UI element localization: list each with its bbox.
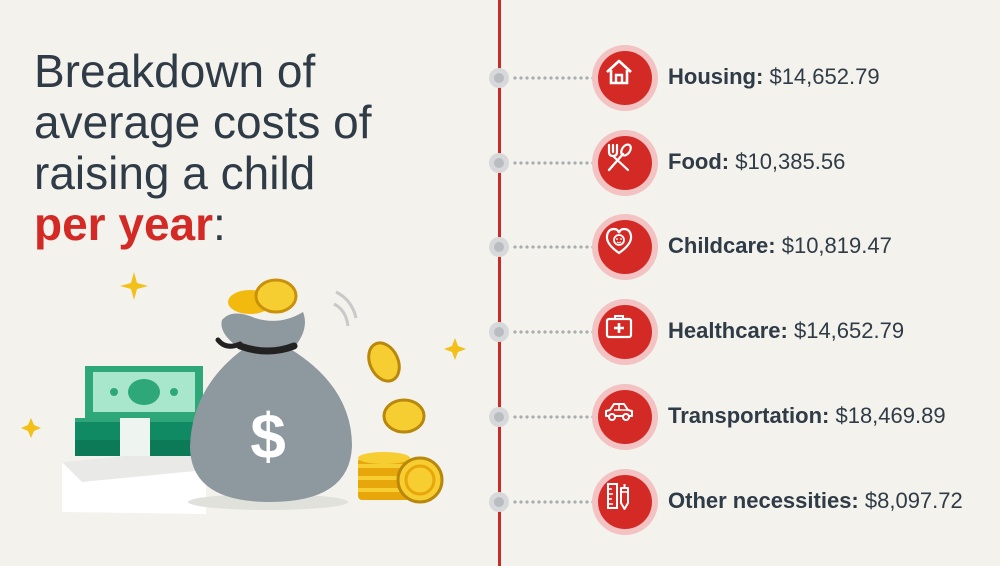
- item-label: Transportation:: [668, 403, 830, 428]
- cost-item-housing: Housing: $14,652.79: [484, 45, 1000, 111]
- dollar-sign: $: [250, 400, 286, 472]
- dotted-connector: [512, 415, 594, 419]
- item-value: $10,819.47: [781, 233, 892, 258]
- money-bag: [190, 312, 352, 502]
- sparkle-icon: [21, 418, 41, 438]
- timeline-node: [489, 492, 509, 512]
- coin-stack: [358, 452, 444, 504]
- car-icon: [605, 403, 633, 421]
- item-label: Food:: [668, 149, 730, 174]
- pencil-ruler-icon: [607, 483, 629, 510]
- title-line-1: Breakdown of: [34, 45, 316, 97]
- item-label: Housing:: [668, 64, 764, 89]
- item-label: Other necessities:: [668, 488, 859, 513]
- item-value: $14,652.79: [769, 64, 880, 89]
- timeline-node: [489, 407, 509, 427]
- page-title: Breakdown of average costs of raising a …: [34, 46, 454, 250]
- coin-icon: [382, 398, 426, 434]
- child-heart-icon: [605, 227, 633, 255]
- sparkle-icon: [120, 272, 148, 300]
- title-line-2: average costs of: [34, 96, 372, 148]
- dotted-connector: [512, 245, 594, 249]
- cost-item-transportation: Transportation: $18,469.89: [484, 384, 1000, 450]
- item-value: $18,469.89: [835, 403, 946, 428]
- cost-item-food: Food: $10,385.56: [484, 130, 1000, 196]
- timeline-line: [498, 0, 501, 566]
- timeline-node: [489, 237, 509, 257]
- title-line-3: raising a child: [34, 147, 316, 199]
- dotted-connector: [512, 500, 594, 504]
- coin-icon: [367, 341, 401, 383]
- fork-spoon-icon: [607, 143, 632, 172]
- item-value: $14,652.79: [793, 318, 905, 343]
- money-illustration: $: [21, 272, 466, 514]
- item-label: Childcare:: [668, 233, 776, 258]
- title-accent: per year: [34, 198, 214, 250]
- item-value: $8,097.72: [864, 488, 963, 513]
- cost-item-childcare: Childcare: $10,819.47: [484, 214, 1000, 280]
- timeline-node: [489, 322, 509, 342]
- dotted-connector: [512, 330, 594, 334]
- item-label: Healthcare:: [668, 318, 788, 343]
- cost-item-healthcare: Healthcare: $14,652.79: [484, 299, 1000, 365]
- first-aid-kit-icon: [605, 315, 633, 339]
- timeline-node: [489, 153, 509, 173]
- dotted-connector: [512, 76, 594, 80]
- title-colon: :: [213, 198, 226, 250]
- cash-stack: [75, 366, 203, 456]
- item-value: $10,385.56: [735, 149, 846, 174]
- title-line-4: per year:: [34, 199, 454, 250]
- dotted-connector: [512, 161, 594, 165]
- house-icon: [606, 59, 632, 85]
- sparkle-icon: [444, 338, 466, 360]
- cost-item-other-necessities: Other necessities: $8,097.72: [484, 469, 1000, 535]
- timeline-node: [489, 68, 509, 88]
